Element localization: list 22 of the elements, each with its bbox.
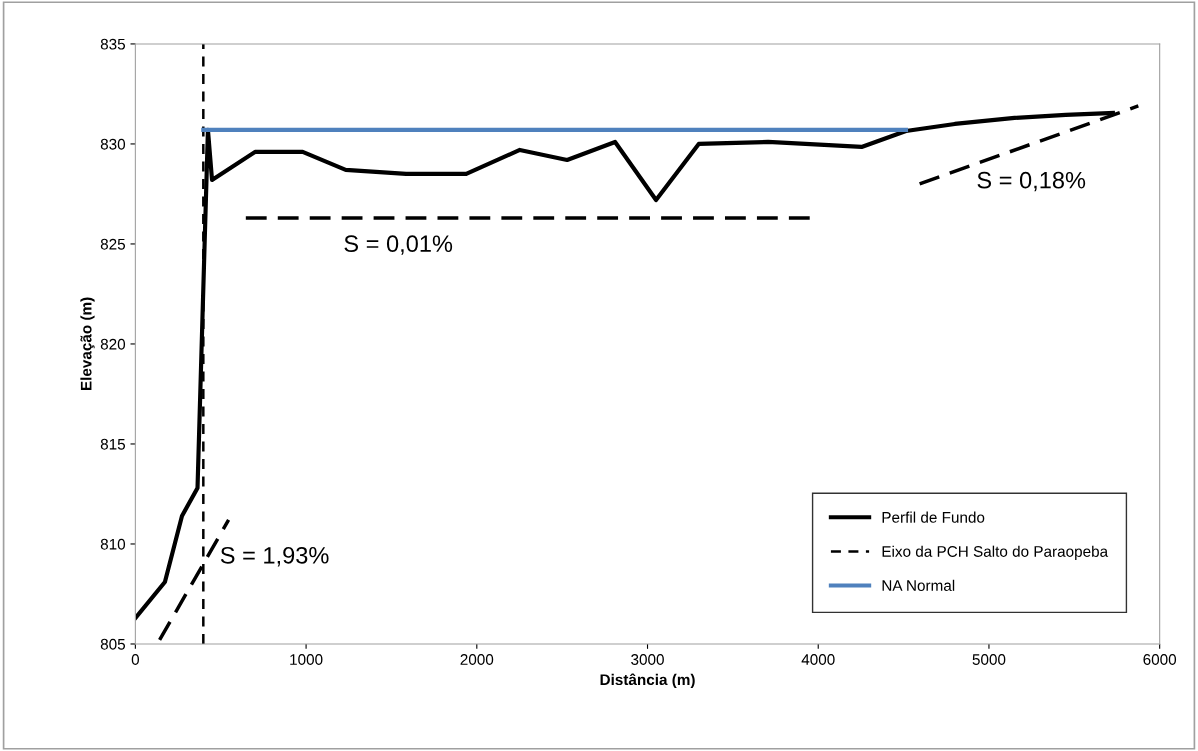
- annotation: S = 1,93%: [220, 546, 329, 567]
- x-axis-title: Distância (m): [600, 673, 695, 689]
- y-tick-label: 805: [100, 638, 126, 650]
- x-tick-label: 1000: [290, 654, 323, 665]
- y-tick-label: 810: [100, 538, 126, 550]
- x-tick-label: 5000: [972, 654, 1006, 665]
- x-tick-label: 6000: [1143, 654, 1177, 665]
- x-tick-label: 4000: [801, 654, 835, 665]
- x-tick-label: 2000: [460, 654, 494, 665]
- y-tick-label: 825: [100, 238, 126, 250]
- y-tick-label: 830: [100, 138, 126, 150]
- annotation: S = 0,18%: [977, 171, 1086, 192]
- y-tick-label: 835: [100, 38, 126, 50]
- y-tick-label: 820: [100, 338, 126, 350]
- x-tick-label: 3000: [631, 654, 664, 665]
- legend-label: Eixo da PCH Salto do Paraopeba: [882, 545, 1109, 560]
- y-tick-label: 815: [100, 438, 126, 450]
- y-axis-title: Elevação (m): [80, 297, 95, 391]
- legend-label: NA Normal: [882, 579, 955, 591]
- legend-label: Perfil de Fundo: [882, 511, 985, 523]
- x-tick-label: 0: [131, 654, 140, 665]
- annotation: S = 0,01%: [344, 235, 453, 255]
